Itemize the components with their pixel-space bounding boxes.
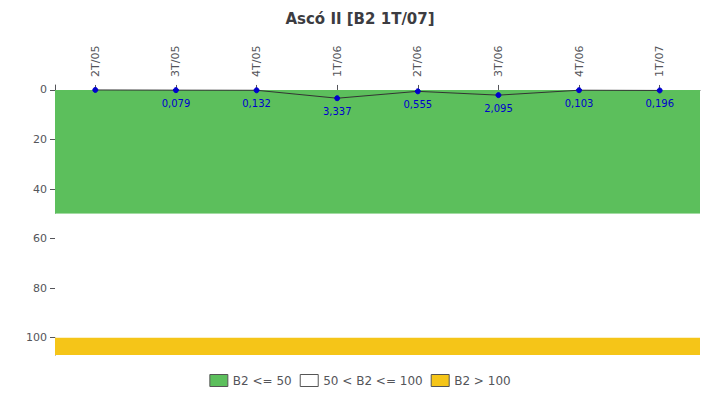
svg-text:0,196: 0,196	[645, 98, 674, 109]
svg-text:2T/06: 2T/06	[411, 46, 424, 77]
svg-text:20: 20	[33, 133, 47, 146]
svg-text:80: 80	[33, 282, 47, 295]
svg-text:1T/07: 1T/07	[653, 46, 666, 77]
svg-text:40: 40	[33, 183, 47, 196]
svg-text:0,132: 0,132	[242, 98, 271, 109]
svg-text:3T/05: 3T/05	[169, 46, 182, 77]
svg-text:4T/05: 4T/05	[250, 46, 263, 77]
svg-text:2T/05: 2T/05	[89, 46, 102, 77]
svg-text:0,103: 0,103	[565, 98, 594, 109]
svg-text:3T/06: 3T/06	[492, 46, 505, 77]
svg-text:Ascó II [B2 1T/07]: Ascó II [B2 1T/07]	[285, 10, 434, 28]
svg-text:B2 <= 50: B2 <= 50	[233, 374, 292, 388]
svg-text:0,555: 0,555	[403, 99, 432, 110]
svg-text:50 < B2 <= 100: 50 < B2 <= 100	[323, 374, 422, 388]
svg-text:2,095: 2,095	[484, 103, 513, 114]
svg-text:B2 > 100: B2 > 100	[454, 374, 510, 388]
svg-text:100: 100	[26, 331, 47, 344]
svg-text:60: 60	[33, 232, 47, 245]
svg-text:3,337: 3,337	[323, 106, 352, 117]
svg-text:0,079: 0,079	[162, 98, 191, 109]
svg-text:1T/06: 1T/06	[331, 46, 344, 77]
svg-text:0: 0	[40, 83, 47, 96]
svg-text:4T/06: 4T/06	[573, 46, 586, 77]
